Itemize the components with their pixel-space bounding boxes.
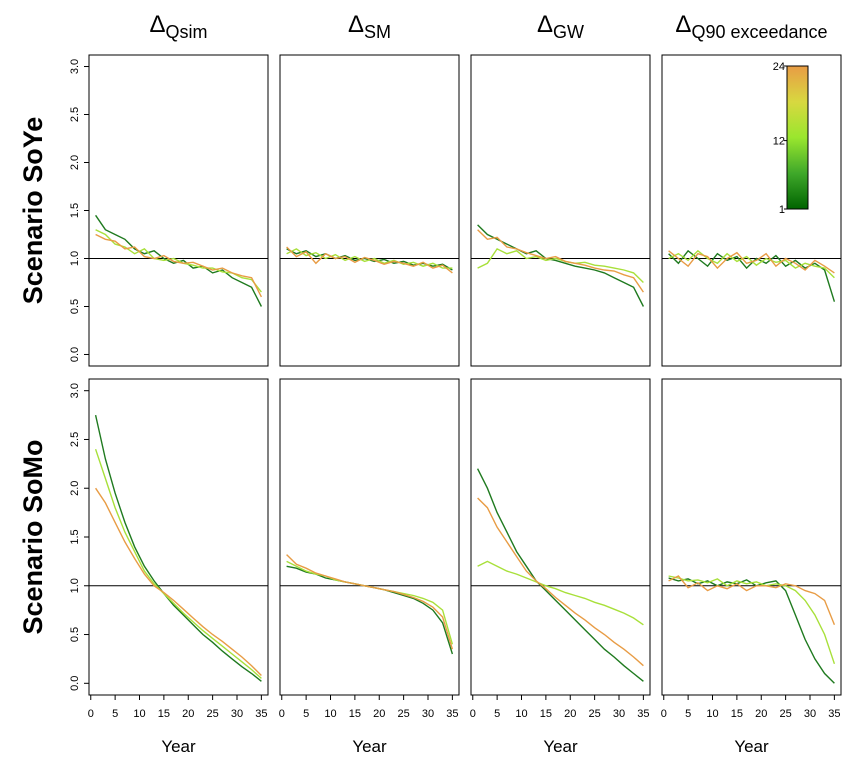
x-axis-label: Year — [734, 737, 769, 756]
series-line — [95, 487, 262, 676]
title-symbol: Δ — [348, 11, 364, 38]
x-tick-label: 35 — [446, 708, 458, 720]
x-tick-label: 30 — [231, 708, 243, 720]
series-line — [94, 448, 262, 679]
panel-box — [470, 54, 651, 367]
panel-title: ΔQ90 exceedance — [675, 11, 827, 42]
x-tick-label: 25 — [206, 708, 218, 720]
title-subscript: Q90 exceedance — [691, 22, 827, 42]
series-line — [668, 575, 836, 665]
series-line — [477, 560, 644, 626]
colorbar-tick-label: 24 — [773, 61, 785, 73]
x-tick-label: 0 — [279, 708, 285, 720]
x-tick-label: 5 — [112, 708, 118, 720]
series-line — [668, 250, 835, 274]
x-tick-label: 20 — [182, 708, 194, 720]
x-tick-label: 20 — [755, 708, 767, 720]
panel-title: ΔGW — [537, 11, 584, 42]
row-label: Scenario SoYe — [18, 117, 48, 305]
x-tick-label: 35 — [828, 708, 840, 720]
x-tick-label: 0 — [470, 708, 476, 720]
x-tick-label: 30 — [804, 708, 816, 720]
series-line — [477, 229, 644, 293]
x-tick-label: 10 — [324, 708, 336, 720]
x-tick-label: 15 — [349, 708, 361, 720]
panel-box — [661, 54, 842, 367]
y-tick-label: 2.5 — [69, 432, 81, 447]
title-subscript: GW — [553, 22, 584, 42]
x-tick-label: 15 — [731, 708, 743, 720]
x-tick-label: 20 — [564, 708, 576, 720]
panel-box — [470, 378, 651, 696]
series-line — [286, 246, 453, 274]
title-symbol: Δ — [149, 11, 165, 38]
x-tick-label: 10 — [706, 708, 718, 720]
x-tick-label: 25 — [588, 708, 600, 720]
y-tick-label: 1.5 — [69, 203, 81, 218]
x-tick-label: 15 — [540, 708, 552, 720]
panel-title: ΔSM — [348, 11, 391, 42]
series-line — [668, 577, 835, 684]
x-tick-label: 30 — [613, 708, 625, 720]
y-tick-label: 2.0 — [69, 155, 81, 170]
y-tick-label: 1.5 — [69, 529, 81, 544]
panel-box — [279, 54, 460, 367]
row-label: Scenario SoMo — [18, 439, 48, 634]
x-axis-label: Year — [543, 737, 578, 756]
x-tick-label: 25 — [397, 708, 409, 720]
x-tick-label: 5 — [494, 708, 500, 720]
series-line — [668, 575, 836, 626]
y-tick-label: 0.0 — [69, 347, 81, 362]
panel-box — [88, 54, 269, 367]
x-axis-label: Year — [161, 737, 196, 756]
x-tick-label: 10 — [133, 708, 145, 720]
x-tick-label: 0 — [88, 708, 94, 720]
title-subscript: SM — [364, 22, 391, 42]
x-tick-label: 30 — [422, 708, 434, 720]
title-subscript: Qsim — [166, 22, 208, 42]
x-axis-label: Year — [352, 737, 387, 756]
x-tick-label: 10 — [515, 708, 527, 720]
series-line — [286, 565, 454, 655]
colorbar-tick-label: 12 — [773, 136, 785, 148]
x-tick-label: 25 — [779, 708, 791, 720]
panel-title: ΔQsim — [149, 11, 207, 42]
x-tick-label: 35 — [255, 708, 267, 720]
series-line — [668, 249, 836, 302]
panel-box — [88, 378, 269, 696]
x-tick-label: 5 — [685, 708, 691, 720]
series-line — [286, 554, 454, 650]
y-tick-label: 3.0 — [69, 59, 81, 74]
x-tick-label: 0 — [661, 708, 667, 720]
series-line — [477, 248, 644, 284]
series-line — [476, 468, 644, 682]
series-line — [95, 229, 262, 293]
x-tick-label: 5 — [303, 708, 309, 720]
y-tick-label: 2.5 — [69, 107, 81, 122]
panel-box — [661, 378, 842, 696]
x-tick-label: 20 — [373, 708, 385, 720]
y-tick-label: 0.0 — [69, 676, 81, 691]
y-tick-label: 1.0 — [69, 251, 81, 266]
y-tick-label: 0.5 — [69, 627, 81, 642]
series-line — [668, 249, 835, 279]
y-tick-label: 2.0 — [69, 481, 81, 496]
series-line — [95, 233, 263, 298]
series-line — [286, 248, 453, 269]
y-tick-label: 1.0 — [69, 578, 81, 593]
series-line — [477, 497, 644, 667]
x-tick-label: 15 — [158, 708, 170, 720]
title-symbol: Δ — [537, 11, 553, 38]
series-line — [94, 414, 262, 682]
y-tick-label: 3.0 — [69, 383, 81, 398]
panel-box — [279, 378, 460, 696]
title-symbol: Δ — [675, 11, 691, 38]
x-tick-label: 35 — [637, 708, 649, 720]
y-tick-label: 0.5 — [69, 299, 81, 314]
colorbar-tick-label: 1 — [779, 204, 785, 216]
colorbar — [786, 65, 809, 210]
series-line — [477, 224, 645, 307]
